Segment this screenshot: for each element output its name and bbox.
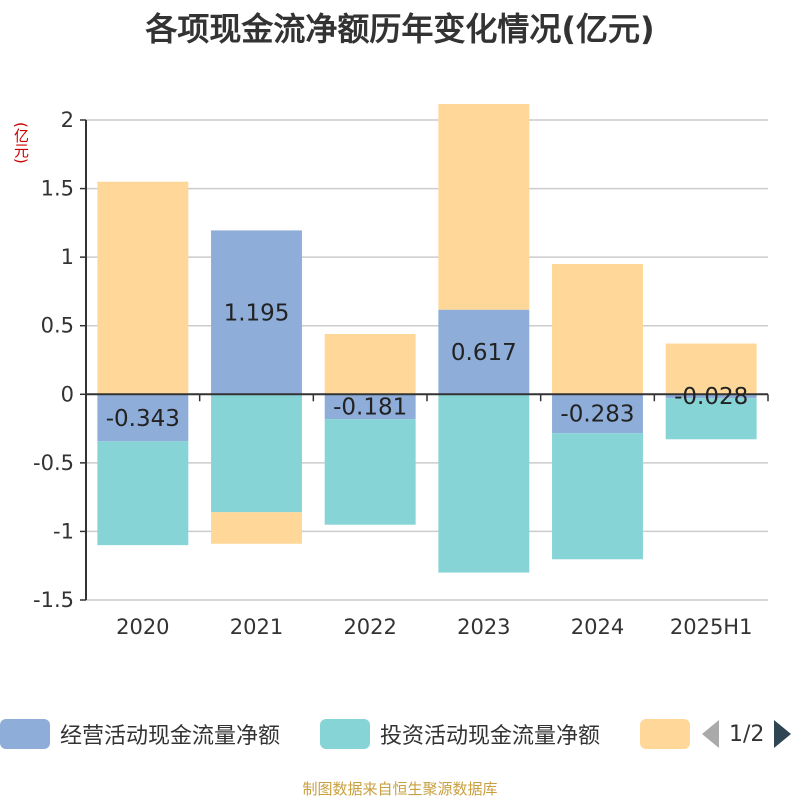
y-tick-label: -0.5 <box>33 451 74 475</box>
x-tick-label: 2020 <box>116 615 169 639</box>
y-tick-label: 0.5 <box>41 314 74 338</box>
bar-investing-2025H1 <box>665 398 757 440</box>
bar-investing-2024 <box>552 433 643 560</box>
x-tick-label: 2024 <box>571 615 624 639</box>
bar-operating-2023 <box>438 309 530 395</box>
x-tick-label: 2023 <box>457 615 510 639</box>
x-tick-label: 2025H1 <box>670 615 753 639</box>
bar-financing-2024 <box>552 264 643 395</box>
data-label: -0.028 <box>674 384 748 410</box>
bar-chart: 2 1.5 1 0.5 0 -0.5 -1 -1.5 2020 2021 2022 2023 2024 2… <box>33 103 769 639</box>
y-tick-label: 1.5 <box>41 177 74 201</box>
y-tick-label: 2 <box>61 108 74 132</box>
bar-operating-2020 <box>97 394 189 442</box>
chart-title: 各项现金流净额历年变化情况(亿元) <box>145 10 655 48</box>
triangle-right-icon[interactable] <box>774 720 792 748</box>
data-label: -0.343 <box>106 406 180 432</box>
legend-label-operating: 经营活动现金流量净额 <box>60 724 281 749</box>
bar-investing-2023 <box>438 394 530 573</box>
y-axis-unit: (亿元) <box>12 122 30 164</box>
bar-financing-2022 <box>324 333 416 395</box>
legend: 经营活动现金流量净额 投资活动现金流量净额 1/2 <box>0 716 800 752</box>
data-label: 0.617 <box>451 340 517 366</box>
data-label: 1.195 <box>224 300 290 326</box>
bar-operating-2021 <box>211 230 302 395</box>
legend-swatch-investing <box>320 719 370 749</box>
bar-operating-2025H1 <box>665 394 757 399</box>
bar-investing-2022 <box>324 419 416 525</box>
x-tick-label: 2022 <box>343 615 396 639</box>
bar-operating-2022 <box>324 394 416 420</box>
legend-item-financing[interactable] <box>640 716 690 752</box>
bar-financing-2023 <box>438 103 530 310</box>
data-label: -0.181 <box>333 395 407 421</box>
y-tick-label: -1 <box>53 519 74 543</box>
legend-pager: 1/2 <box>702 716 792 752</box>
legend-swatch-operating <box>0 719 50 749</box>
data-label: -0.283 <box>560 402 634 428</box>
bar-financing-2020 <box>97 181 189 395</box>
bar-financing-2021 <box>211 512 302 544</box>
legend-item-investing[interactable]: 投资活动现金流量净额 <box>320 716 600 752</box>
bar-operating-2024 <box>552 394 643 434</box>
x-tick-label: 2021 <box>230 615 283 639</box>
bar-investing-2021 <box>211 394 302 513</box>
bar-investing-2020 <box>97 441 189 546</box>
legend-swatch-financing <box>640 719 690 749</box>
bar-financing-2025H1 <box>665 343 757 395</box>
y-tick-label: 1 <box>61 245 74 269</box>
y-tick-label: -1.5 <box>33 588 74 612</box>
triangle-left-icon[interactable] <box>702 720 719 748</box>
data-source-note: 制图数据来自恒生聚源数据库 <box>302 780 498 798</box>
legend-page-indicator: 1/2 <box>729 721 765 747</box>
legend-item-operating[interactable]: 经营活动现金流量净额 <box>0 716 280 752</box>
y-tick-label: 0 <box>61 382 74 406</box>
legend-label-investing: 投资活动现金流量净额 <box>380 724 601 749</box>
